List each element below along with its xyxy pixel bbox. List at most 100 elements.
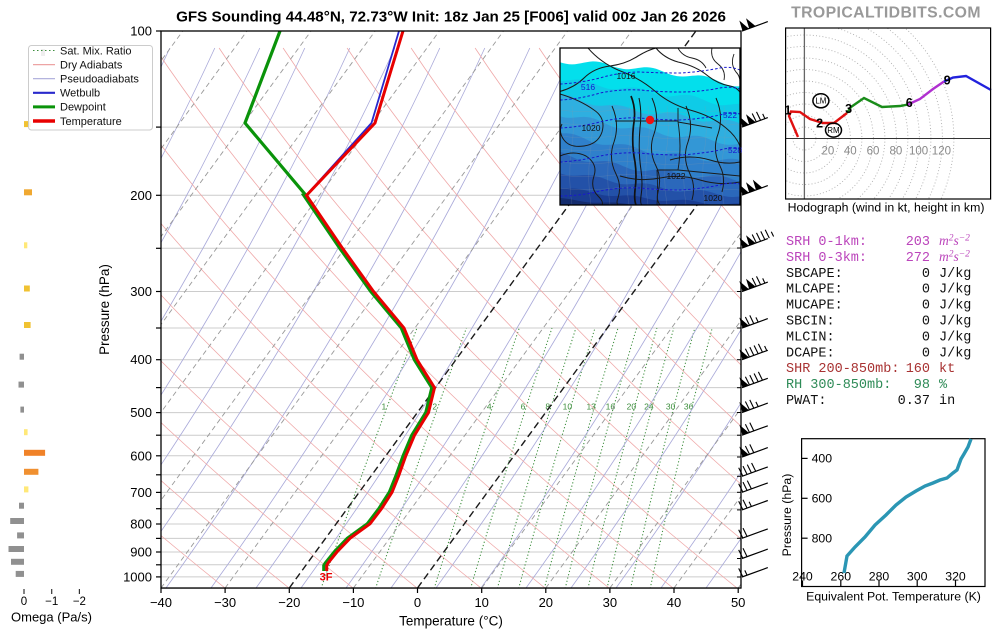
svg-text:800: 800 [812,532,833,546]
svg-text:30: 30 [666,402,676,412]
svg-text:Omega (Pa/s): Omega (Pa/s) [11,610,92,625]
svg-text:10: 10 [563,402,573,412]
svg-text:Equivalent Pot. Temperature (K: Equivalent Pot. Temperature (K) [806,590,981,604]
svg-text:100: 100 [130,24,152,39]
svg-text:1022: 1022 [667,171,686,181]
svg-text:203: 203 [906,235,930,250]
svg-text:120: 120 [932,146,951,158]
svg-text:Pressure (hPa): Pressure (hPa) [780,474,794,557]
svg-text:1020: 1020 [582,123,601,133]
svg-text:Hodograph (wind in kt, height: Hodograph (wind in kt, height in km) [788,201,985,215]
svg-text:600: 600 [130,448,152,463]
svg-text:SHR 200-850mb:: SHR 200-850mb: [786,362,899,377]
svg-text:900: 900 [130,545,152,560]
svg-text:528: 528 [728,145,742,155]
svg-text:J/kg: J/kg [939,299,971,314]
svg-text:J/kg: J/kg [939,330,971,345]
svg-text:40: 40 [667,595,681,610]
svg-text:516: 516 [581,82,595,92]
svg-text:50: 50 [731,595,745,610]
svg-text:0: 0 [21,596,27,608]
svg-text:60: 60 [867,146,880,158]
svg-text:80: 80 [890,146,903,158]
svg-text:20: 20 [627,402,637,412]
svg-text:Dry Adiabats: Dry Adiabats [60,59,123,71]
svg-text:−10: −10 [342,595,364,610]
svg-text:10: 10 [474,595,488,610]
svg-text:2: 2 [816,117,823,131]
svg-text:2: 2 [432,402,437,412]
svg-text:1016: 1016 [617,71,636,81]
svg-text:SRH 0-1km:: SRH 0-1km: [786,235,867,250]
svg-text:16: 16 [606,402,616,412]
svg-text:0: 0 [414,595,421,610]
svg-text:0: 0 [922,330,930,345]
svg-text:40: 40 [844,146,857,158]
svg-text:J/kg: J/kg [939,283,971,298]
svg-text:J/kg: J/kg [939,346,971,361]
svg-text:36: 36 [684,402,694,412]
svg-text:J/kg: J/kg [939,315,971,330]
svg-text:1000: 1000 [123,569,152,584]
svg-text:700: 700 [130,485,152,500]
svg-text:Dewpoint: Dewpoint [60,102,106,114]
svg-text:200: 200 [130,188,152,203]
svg-text:−1: −1 [45,596,58,608]
svg-text:Temperature (°C): Temperature (°C) [399,614,503,629]
svg-text:8: 8 [545,402,550,412]
svg-text:800: 800 [130,517,152,532]
svg-text:J/kg: J/kg [939,267,971,282]
svg-text:100: 100 [909,146,928,158]
svg-text:%: % [939,378,948,393]
svg-text:30: 30 [603,595,617,610]
svg-text:MLCIN:: MLCIN: [786,330,835,345]
svg-text:in: in [939,394,955,409]
svg-text:0: 0 [922,346,930,361]
svg-text:13: 13 [586,402,596,412]
svg-text:98: 98 [914,378,930,393]
svg-text:6: 6 [906,96,913,110]
svg-text:0: 0 [922,283,930,298]
svg-text:240: 240 [792,570,813,584]
svg-text:9: 9 [944,73,951,87]
svg-text:Pressure (hPa): Pressure (hPa) [97,264,112,355]
svg-text:0: 0 [922,315,930,330]
svg-text:RH 300-850mb:: RH 300-850mb: [786,378,891,393]
svg-text:3F: 3F [320,572,333,584]
svg-text:GFS Sounding 44.48°N, 72.73°W: GFS Sounding 44.48°N, 72.73°W Init: 18z … [176,9,726,26]
svg-text:LM: LM [815,97,826,106]
svg-text:DCAPE:: DCAPE: [786,346,835,361]
svg-text:1: 1 [382,402,387,412]
svg-text:kt: kt [939,362,955,377]
svg-text:522: 522 [723,110,737,120]
svg-text:160: 160 [906,362,930,377]
svg-text:PWAT:: PWAT: [786,394,827,409]
svg-text:300: 300 [130,284,152,299]
svg-text:Wetbulb: Wetbulb [60,88,100,100]
svg-text:3: 3 [845,102,852,116]
svg-text:500: 500 [130,405,152,420]
svg-text:MLCAPE:: MLCAPE: [786,283,843,298]
svg-text:280: 280 [869,570,890,584]
svg-text:SRH 0-3km:: SRH 0-3km: [786,251,867,266]
svg-text:−20: −20 [278,595,300,610]
svg-text:600: 600 [812,492,833,506]
svg-text:400: 400 [130,352,152,367]
svg-text:Temperature: Temperature [60,116,122,128]
svg-text:400: 400 [812,452,833,466]
svg-text:MUCAPE:: MUCAPE: [786,299,843,314]
svg-text:272: 272 [906,251,930,266]
svg-text:Pseudoadiabats: Pseudoadiabats [60,74,139,86]
svg-text:4: 4 [487,402,492,412]
svg-text:SBCIN:: SBCIN: [786,315,835,330]
svg-text:SBCAPE:: SBCAPE: [786,267,843,282]
svg-text:260: 260 [831,570,852,584]
svg-text:Sat. Mix. Ratio: Sat. Mix. Ratio [60,45,132,57]
svg-text:320: 320 [945,570,966,584]
svg-text:300: 300 [907,570,928,584]
svg-text:1020: 1020 [704,193,723,203]
svg-text:−2: −2 [73,596,86,608]
svg-text:RM: RM [827,126,840,135]
svg-text:20: 20 [822,146,835,158]
svg-text:0: 0 [922,299,930,314]
